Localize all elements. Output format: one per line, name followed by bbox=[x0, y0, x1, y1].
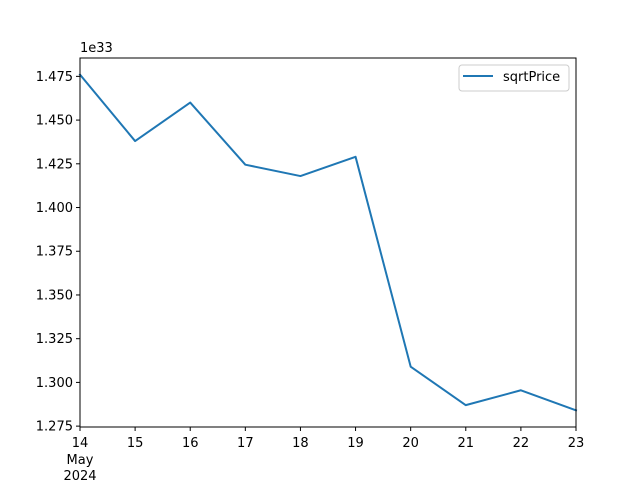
x-tick-label: 23 bbox=[568, 436, 585, 451]
y-tick-label: 1.275 bbox=[36, 420, 73, 435]
legend: sqrtPrice bbox=[459, 65, 569, 91]
y-tick-label: 1.300 bbox=[36, 376, 73, 391]
x-tick-label: 15 bbox=[127, 436, 144, 451]
y-tick-label: 1.425 bbox=[36, 157, 73, 172]
x-tick-label: 14 bbox=[72, 436, 89, 451]
y-tick-label: 1.350 bbox=[36, 288, 73, 303]
x-tick-label: 19 bbox=[347, 436, 364, 451]
x-tick-label: 21 bbox=[458, 436, 475, 451]
x-year-label: 2024 bbox=[63, 469, 96, 480]
y-tick-label: 1.325 bbox=[36, 332, 73, 347]
x-tick-label: 18 bbox=[292, 436, 309, 451]
y-tick-label: 1.475 bbox=[36, 70, 73, 85]
x-tick-label: 20 bbox=[402, 436, 419, 451]
y-offset-label: 1e33 bbox=[80, 41, 113, 56]
x-tick-label: 16 bbox=[182, 436, 199, 451]
y-tick-label: 1.375 bbox=[36, 245, 73, 260]
legend-label-sqrtprice: sqrtPrice bbox=[503, 70, 560, 85]
x-tick-label: 17 bbox=[237, 436, 254, 451]
y-tick-label: 1.450 bbox=[36, 114, 73, 129]
x-month-label: May bbox=[67, 453, 94, 468]
x-tick-label: 22 bbox=[513, 436, 530, 451]
y-tick-label: 1.400 bbox=[36, 201, 73, 216]
